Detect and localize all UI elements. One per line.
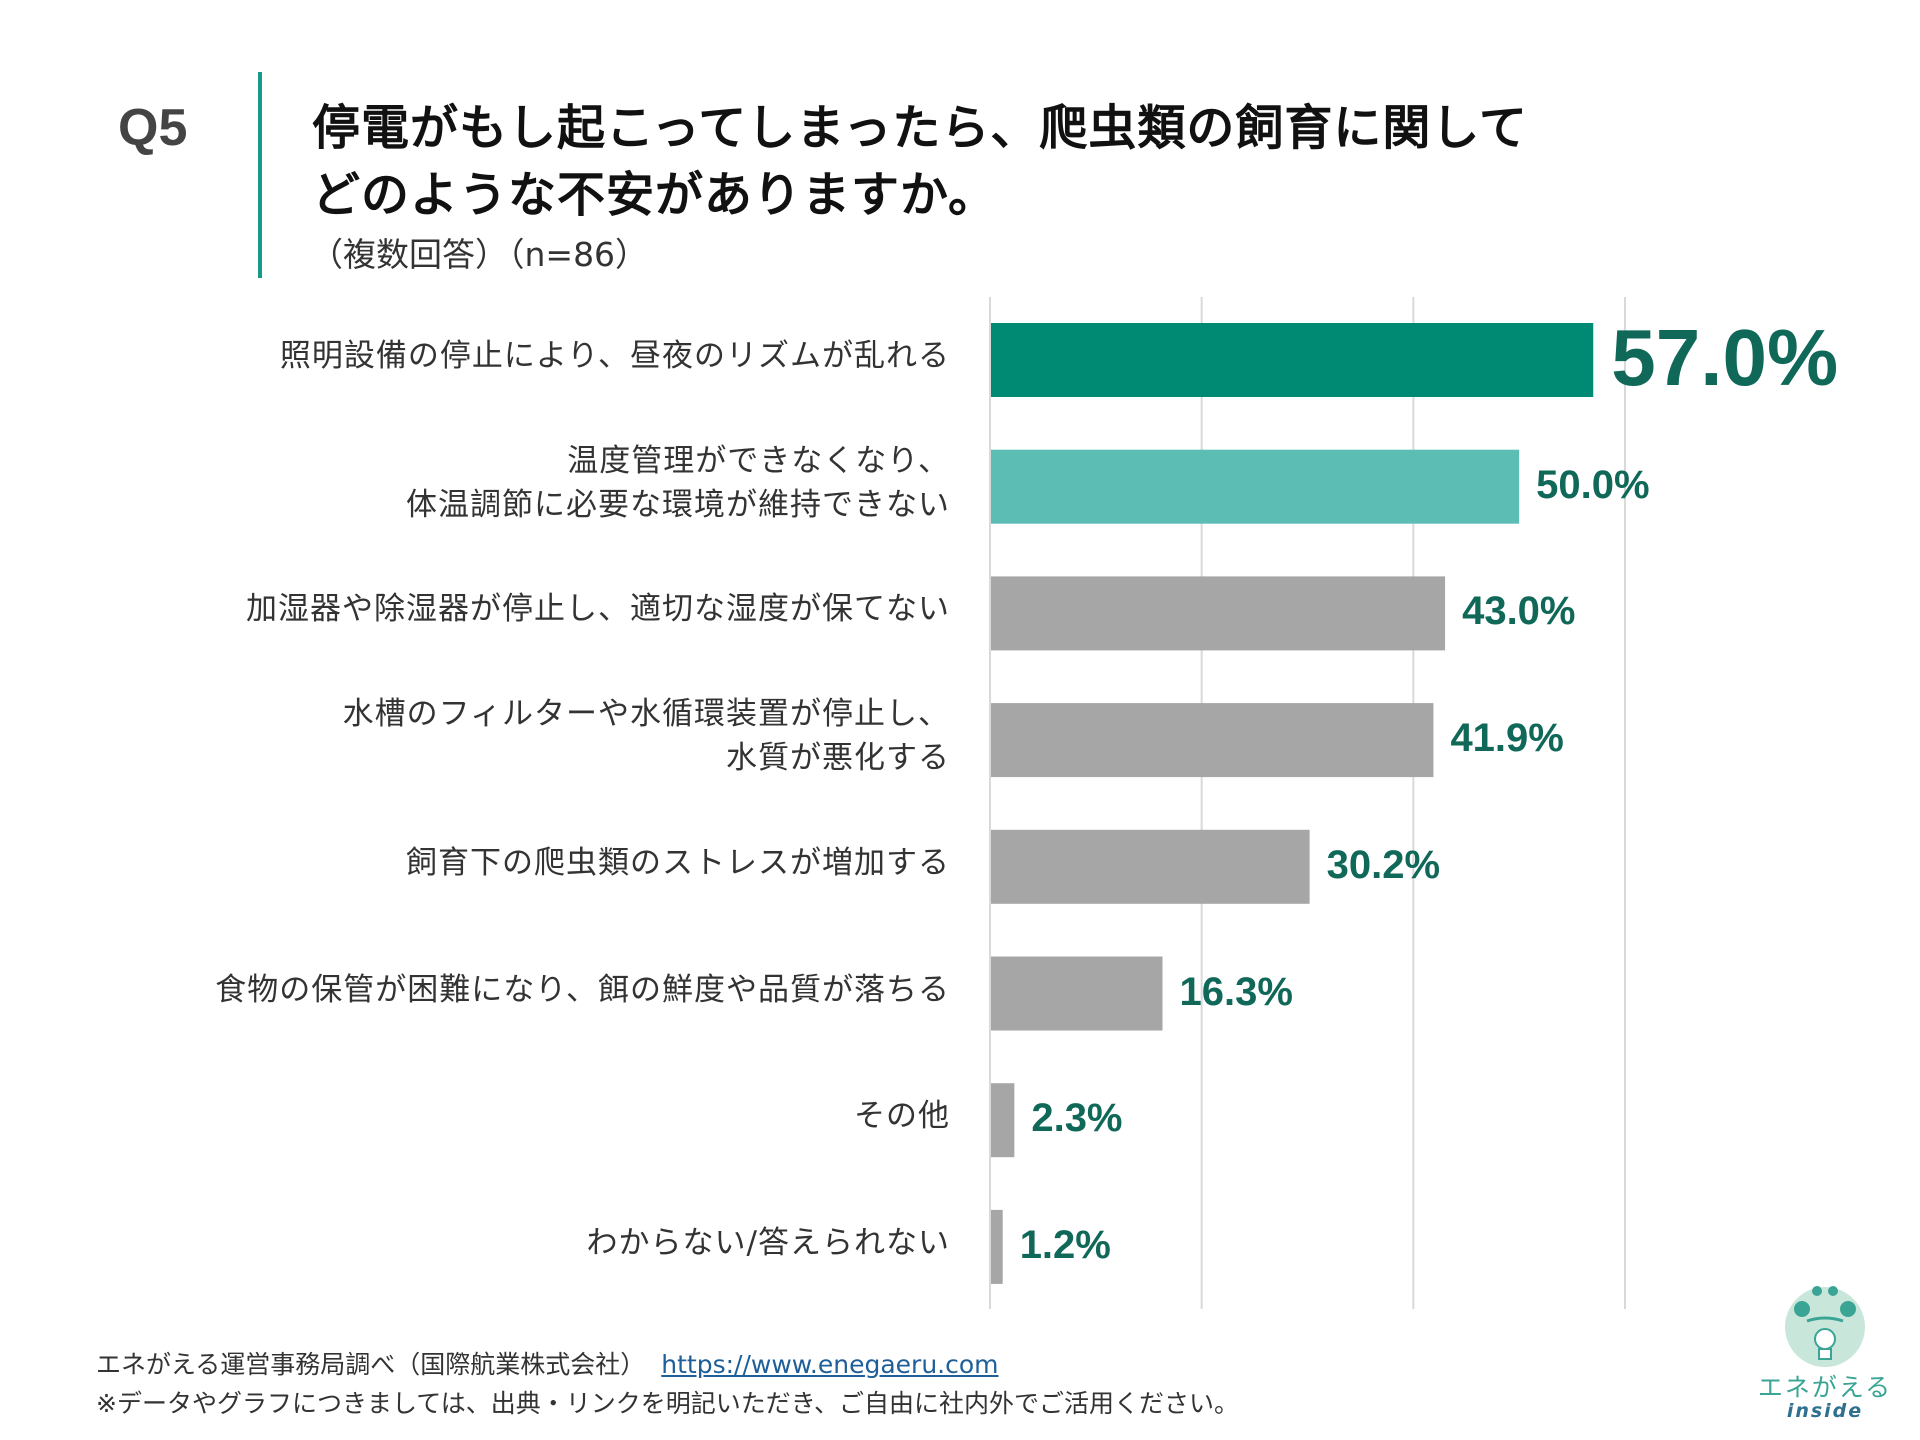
value-label: 30.2% bbox=[1326, 842, 1441, 887]
value-label: 1.2% bbox=[1019, 1222, 1111, 1267]
title-divider bbox=[258, 72, 262, 278]
source-text: エネがえる運営事務局調べ（国際航業株式会社） bbox=[96, 1350, 646, 1379]
question-number: Q5 bbox=[118, 99, 188, 157]
chart-title-line2: どのような不安がありますか。 bbox=[312, 167, 998, 223]
value-label: 41.9% bbox=[1450, 716, 1564, 761]
category-label: わからない/答えられない bbox=[586, 1224, 950, 1261]
bar bbox=[990, 956, 1163, 1031]
frog-logo-icon bbox=[1785, 1286, 1865, 1367]
bar bbox=[990, 1083, 1015, 1158]
bar bbox=[990, 703, 1434, 778]
source-link[interactable]: https://www.enegaeru.com bbox=[661, 1350, 999, 1379]
category-label: 加湿器や除湿器が停止し、適切な湿度が保てない bbox=[246, 591, 950, 628]
chart-subtitle: （複数回答）（n=86） bbox=[310, 235, 649, 274]
category-label: 水槽のフィルターや水循環装置が停止し、 水質が悪化する bbox=[342, 696, 950, 777]
value-label: 50.0% bbox=[1536, 462, 1650, 507]
category-label: その他 bbox=[854, 1098, 950, 1135]
category-label: 照明設備の停止により、昼夜のリズムが乱れる bbox=[279, 338, 950, 374]
bar bbox=[990, 829, 1310, 904]
logo-text: エネがえる bbox=[1757, 1373, 1893, 1402]
bar bbox=[990, 323, 1594, 397]
logo-subtext: inside bbox=[1786, 1400, 1864, 1422]
bar bbox=[990, 449, 1520, 524]
value-label: 57.0% bbox=[1611, 313, 1839, 402]
source-note: エネがえる運営事務局調べ（国際航業株式会社） https://www.enegae… bbox=[96, 1345, 999, 1381]
value-label: 2.3% bbox=[1031, 1096, 1123, 1141]
value-label: 43.0% bbox=[1462, 589, 1576, 634]
category-label: 飼育下の爬虫類のストレスが増加する bbox=[406, 844, 950, 881]
bar bbox=[990, 1209, 1003, 1284]
category-label: 食物の保管が困難になり、餌の鮮度や品質が落ちる bbox=[215, 971, 950, 1008]
usage-note: ※データやグラフにつきましては、出典・リンクを明記いただき、ご自由に社内外でご活… bbox=[96, 1389, 1239, 1418]
chart-title-line1: 停電がもし起こってしまったら、爬虫類の飼育に関して bbox=[312, 100, 1528, 156]
value-label: 16.3% bbox=[1179, 969, 1293, 1014]
bar bbox=[990, 576, 1446, 651]
category-label: 温度管理ができなくなり、 体温調節に必要な環境が維持できない bbox=[406, 442, 950, 523]
